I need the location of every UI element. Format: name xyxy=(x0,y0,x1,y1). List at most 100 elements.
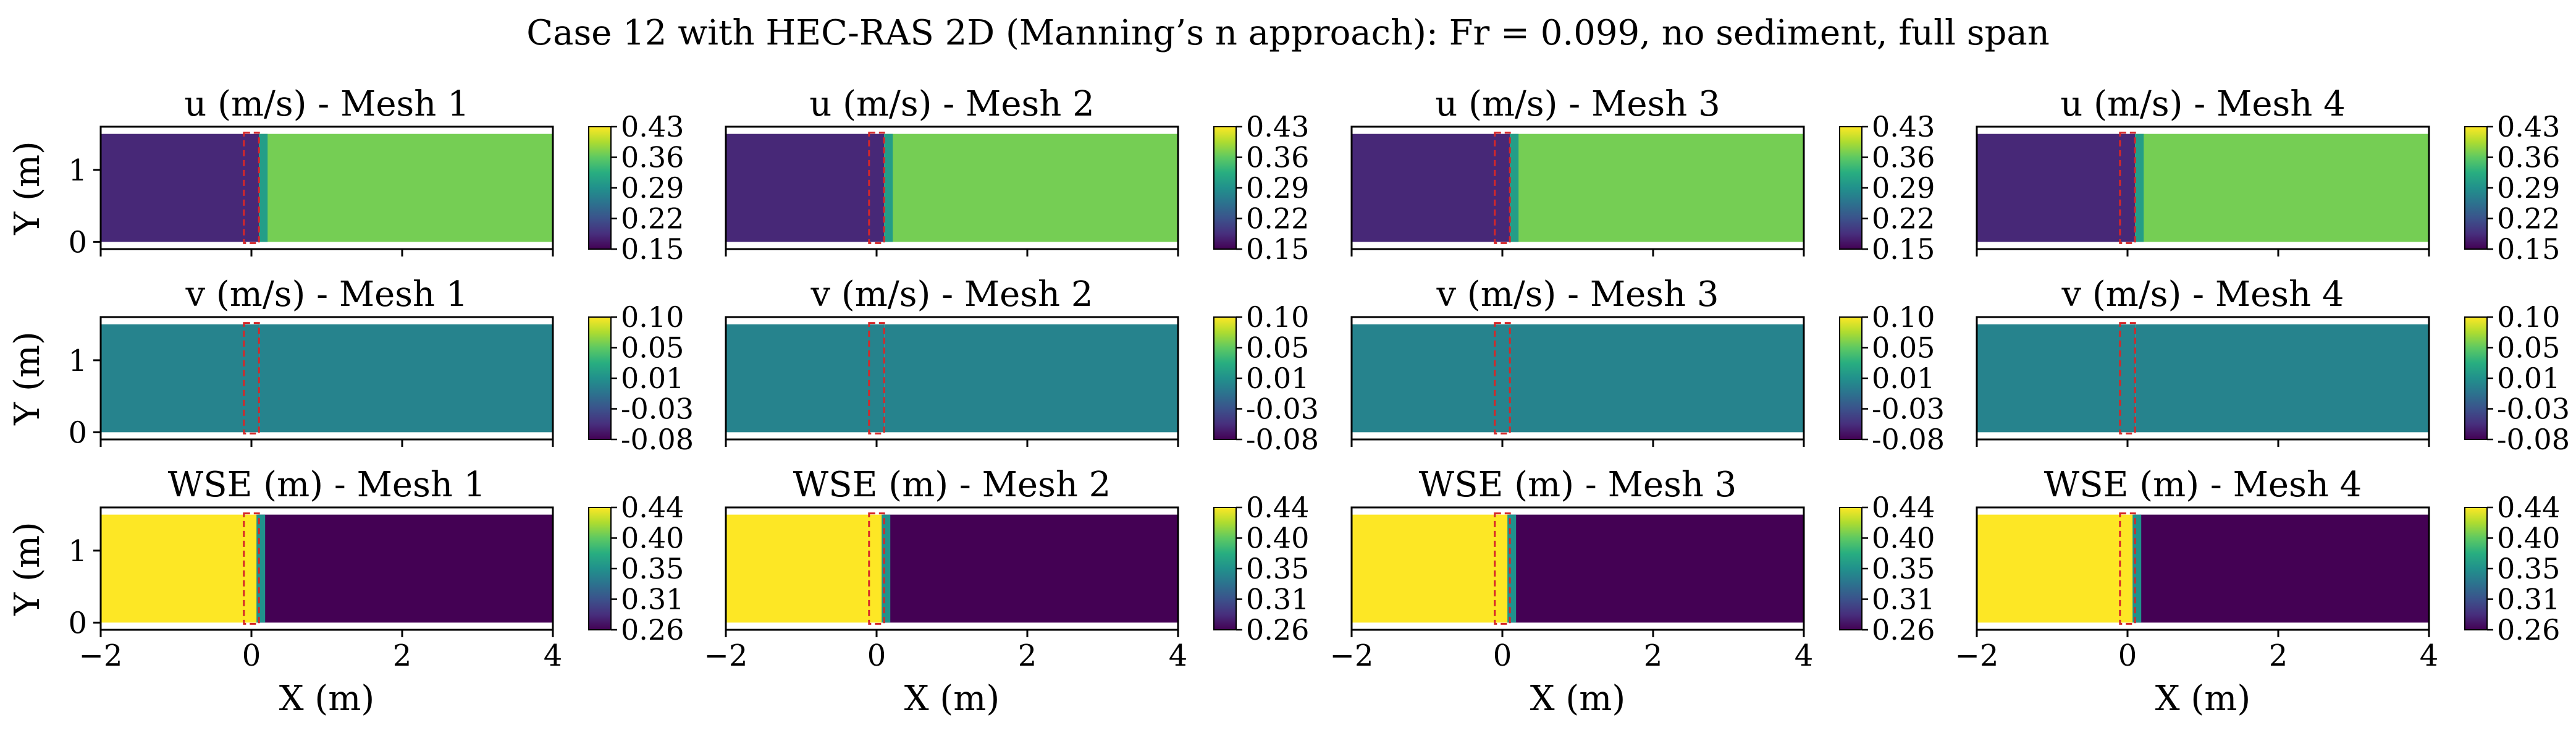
colorbar-tick-label: 0.44 xyxy=(1246,491,1309,524)
y-tick-label: 0 xyxy=(68,415,87,450)
colorbar-tick-label: 0.40 xyxy=(2497,522,2560,555)
colorbar-tick-label: 0.10 xyxy=(621,300,684,334)
colorbar-tick-label: 0.15 xyxy=(1872,232,1935,266)
subplot-3-4: WSE (m) - Mesh 4−2 0 2 4X (m)0.440.400.350.… xyxy=(1955,465,2561,719)
field-downstream xyxy=(884,134,1178,242)
colorbar-tick-label: 0.15 xyxy=(2497,232,2560,266)
colorbar-tick-label: 0.22 xyxy=(1872,202,1935,235)
structure-outline xyxy=(2119,512,2136,625)
colorbar xyxy=(588,126,612,250)
subplot-title: u (m/s) - Mesh 2 xyxy=(809,84,1095,124)
colorbar-tick-label: 0.26 xyxy=(1872,613,1935,646)
colorbar-tick-label: 0.43 xyxy=(2497,110,2560,143)
x-tick-label: −2 xyxy=(1955,638,1999,673)
colorbar-tick-label: 0.40 xyxy=(621,522,684,555)
colorbar-tick-label: 0.01 xyxy=(2497,362,2560,395)
colorbar-tick-label: 0.05 xyxy=(1872,331,1935,365)
structure-outline xyxy=(868,512,885,625)
colorbar xyxy=(2464,316,2488,440)
axes-frame xyxy=(99,506,554,631)
colorbar xyxy=(1839,126,1863,250)
colorbar-tick-label: 0.29 xyxy=(1872,171,1935,205)
axes-frame xyxy=(99,125,554,250)
colorbar-tick-label: 0.05 xyxy=(1246,331,1309,365)
x-tick-label: 4 xyxy=(1795,638,1814,673)
y-axis-label: Y (m) xyxy=(7,141,48,235)
field-transition xyxy=(1507,514,1517,623)
x-tick-label: 4 xyxy=(2420,638,2439,673)
colorbar-tick-label: 0.01 xyxy=(1872,362,1935,395)
field-upstream xyxy=(1352,514,1510,623)
x-tick-label: 2 xyxy=(393,638,412,673)
axes-frame xyxy=(99,316,554,441)
colorbar xyxy=(1213,507,1237,630)
colorbar-tick-label: 0.10 xyxy=(2497,300,2560,334)
subplot-title: v (m/s) - Mesh 4 xyxy=(2061,274,2344,315)
colorbar-tick-label: 0.05 xyxy=(621,331,684,365)
y-tick-label: 1 xyxy=(68,344,87,378)
subplot-title: WSE (m) - Mesh 3 xyxy=(1419,465,1737,505)
field-upstream xyxy=(101,324,259,433)
colorbar-tick-label: -0.03 xyxy=(1872,392,1945,426)
colorbar xyxy=(2464,507,2488,630)
subplot-title: u (m/s) - Mesh 3 xyxy=(1435,84,1720,124)
structure-outline xyxy=(868,322,885,434)
structure-outline xyxy=(1494,322,1511,434)
y-tick-label: 1 xyxy=(68,153,87,188)
colorbar-tick-label: 0.35 xyxy=(1246,552,1309,585)
y-tick-label: 0 xyxy=(68,606,87,640)
subplot-2-1: v (m/s) - Mesh 1 0 1 Y (m) 0.100.050.01-0.03… xyxy=(7,274,694,456)
colorbar-tick-label: 0.29 xyxy=(2497,171,2560,205)
colorbar-tick-label: -0.08 xyxy=(621,423,694,456)
x-axis-label: X (m) xyxy=(904,679,1000,719)
field-upstream xyxy=(1352,324,1510,433)
field-downstream xyxy=(1510,324,1804,433)
colorbar-tick-label: 0.26 xyxy=(621,613,684,646)
y-axis-label: Y (m) xyxy=(7,331,48,426)
x-tick-label: 2 xyxy=(2269,638,2288,673)
x-tick-label: 0 xyxy=(242,638,261,673)
colorbar-tick-label: 0.29 xyxy=(1246,171,1309,205)
colorbar xyxy=(1839,316,1863,440)
structure-outline xyxy=(243,512,260,625)
field-transition xyxy=(2135,134,2144,242)
colorbar-tick-label: 0.31 xyxy=(1246,583,1309,616)
field-downstream xyxy=(259,514,553,623)
x-axis-label: X (m) xyxy=(279,679,374,719)
colorbar-tick-label: 0.26 xyxy=(1246,613,1309,646)
field-upstream xyxy=(1352,134,1510,242)
colorbar-tick-label: -0.03 xyxy=(621,392,694,426)
field-transition xyxy=(259,134,268,242)
colorbar-tick-label: 0.31 xyxy=(2497,583,2560,616)
axes-frame xyxy=(1350,506,1805,631)
colorbar xyxy=(2464,126,2488,250)
x-axis-label: X (m) xyxy=(2155,679,2250,719)
subplot-title: WSE (m) - Mesh 2 xyxy=(793,465,1111,505)
field-transition xyxy=(882,514,891,623)
colorbar-tick-label: -0.08 xyxy=(1246,423,1319,456)
axes-frame xyxy=(725,506,1179,631)
structure-outline xyxy=(243,322,260,434)
field-downstream xyxy=(884,514,1178,623)
structure-outline xyxy=(1494,512,1511,625)
field-upstream xyxy=(1977,514,2136,623)
field-downstream xyxy=(259,134,553,242)
field-upstream xyxy=(101,134,259,242)
colorbar xyxy=(1213,316,1237,440)
subplot-2-2: v (m/s) - Mesh 2 0.100.050.01-0.03-0.08 xyxy=(725,274,1319,456)
x-tick-label: 0 xyxy=(867,638,886,673)
colorbar-tick-label: 0.36 xyxy=(1872,141,1935,174)
subplot-2-3: v (m/s) - Mesh 3 0.100.050.01-0.03-0.08 xyxy=(1350,274,1945,456)
structure-outline xyxy=(243,132,260,244)
axes-frame xyxy=(725,316,1179,441)
subplot-title: u (m/s) - Mesh 4 xyxy=(2060,84,2346,124)
x-tick-label: 0 xyxy=(1493,638,1512,673)
subplot-1-1: u (m/s) - Mesh 1 0 1 Y (m) 0.430.360.290.220… xyxy=(7,84,684,266)
subplot-1-2: u (m/s) - Mesh 2 0.430.360.290.220.15 xyxy=(725,84,1309,266)
axes-frame xyxy=(1350,125,1805,250)
field-transition xyxy=(2132,514,2142,623)
subplot-title: v (m/s) - Mesh 3 xyxy=(1436,274,1719,315)
x-axis-label: X (m) xyxy=(1530,679,1625,719)
field-transition xyxy=(884,134,893,242)
